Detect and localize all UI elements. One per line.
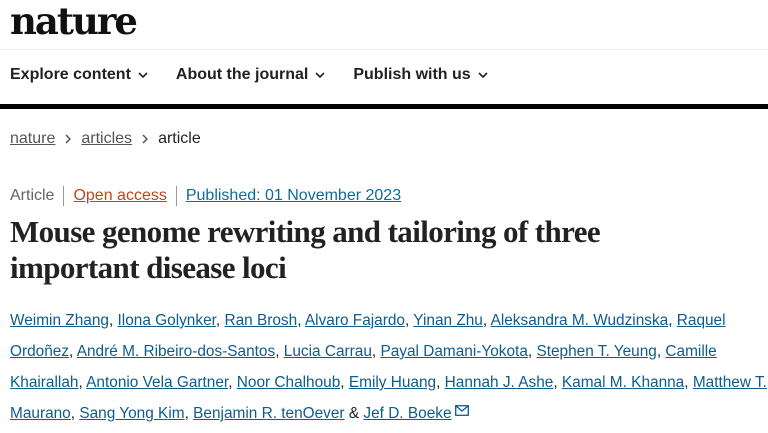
divider bbox=[63, 186, 65, 206]
author-link[interactable]: Benjamin R. tenOever bbox=[193, 405, 345, 422]
nav-label: Explore content bbox=[10, 66, 131, 83]
article-meta: Article Open access Published: 01 Novemb… bbox=[10, 186, 401, 206]
article-type: Article bbox=[10, 187, 55, 204]
author-link[interactable]: Weimin Zhang bbox=[10, 312, 109, 329]
author-link[interactable]: Ran Brosh bbox=[224, 312, 298, 329]
author-list: Weimin Zhang, Ilona Golynker, Ran Brosh,… bbox=[10, 312, 767, 422]
nature-logo[interactable]: nature bbox=[10, 0, 138, 43]
nav-publish-with-us[interactable]: Publish with us bbox=[353, 66, 488, 84]
nav-label: Publish with us bbox=[353, 66, 471, 83]
author-link[interactable]: Alvaro Fajardo bbox=[304, 312, 405, 329]
author-link[interactable]: Aleksandra M. Wudzinska bbox=[490, 312, 669, 329]
chevron-right-icon bbox=[65, 134, 72, 144]
nav-explore-content[interactable]: Explore content bbox=[10, 66, 148, 84]
author-link[interactable]: Lucia Carrau bbox=[283, 343, 372, 360]
nav-about-journal[interactable]: About the journal bbox=[176, 66, 325, 84]
author-link[interactable]: Matthew T. Maurano bbox=[10, 374, 767, 422]
chevron-down-icon bbox=[315, 72, 325, 78]
author-link[interactable]: Ilona Golynker bbox=[117, 312, 216, 329]
mail-icon[interactable] bbox=[454, 405, 469, 416]
breadcrumb-current: article bbox=[158, 130, 201, 147]
article-title: Mouse genome rewriting and tailoring of … bbox=[10, 214, 601, 285]
breadcrumb-nature[interactable]: nature bbox=[10, 130, 56, 147]
breadcrumb: nature articles article bbox=[10, 130, 201, 148]
author-link[interactable]: Stephen T. Yeung bbox=[536, 343, 657, 360]
author-separator: & bbox=[348, 405, 360, 422]
author-link[interactable]: Sang Yong Kim bbox=[79, 405, 185, 422]
author-link[interactable]: Raquel Ordoñez bbox=[10, 312, 726, 360]
header-bar bbox=[0, 104, 768, 109]
chevron-down-icon bbox=[138, 72, 148, 78]
author-link[interactable]: Hannah J. Ashe bbox=[444, 374, 554, 391]
open-access-link[interactable]: Open access bbox=[73, 187, 167, 204]
author-link[interactable]: Noor Chalhoub bbox=[236, 374, 341, 391]
author-link[interactable]: Antonio Vela Gartner bbox=[86, 374, 229, 391]
published-date-link[interactable]: Published: 01 November 2023 bbox=[185, 187, 402, 204]
divider bbox=[175, 186, 177, 206]
nav-label: About the journal bbox=[175, 66, 309, 83]
chevron-down-icon bbox=[478, 72, 488, 78]
author-link[interactable]: Payal Damani-Yokota bbox=[380, 343, 528, 360]
author-link[interactable]: André M. Ribeiro-dos-Santos bbox=[76, 343, 276, 360]
author-link[interactable]: Kamal M. Khanna bbox=[561, 374, 685, 391]
breadcrumb-articles[interactable]: articles bbox=[81, 130, 133, 147]
author-link[interactable]: Yinan Zhu bbox=[413, 312, 483, 329]
author-link[interactable]: Camille Khairallah bbox=[10, 343, 717, 391]
main-nav: Explore content About the journal Publis… bbox=[10, 66, 516, 84]
chevron-right-icon bbox=[142, 134, 149, 144]
author-link[interactable]: Emily Huang bbox=[348, 374, 437, 391]
author-link[interactable]: Jef D. Boeke bbox=[363, 405, 452, 422]
divider bbox=[0, 49, 768, 50]
